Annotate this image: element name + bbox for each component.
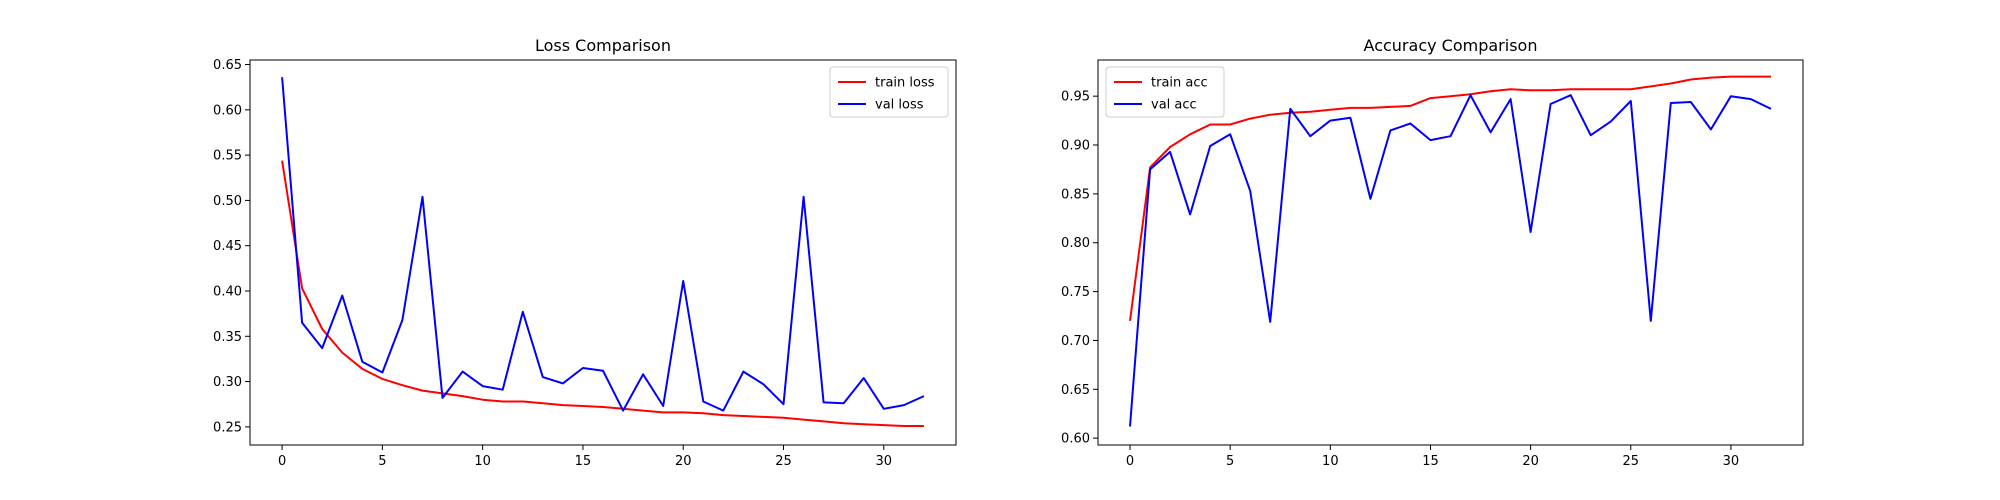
x-tick-label: 0	[1126, 454, 1134, 469]
y-tick-label: 0.60	[1061, 432, 1090, 447]
legend-label: val acc	[1151, 98, 1197, 113]
legend-label: train loss	[875, 76, 935, 91]
plot-frame	[249, 59, 957, 446]
chart-panel-1: Loss Comparison 0 5 10 15 20 25 30 0.25 0.30 0.35 0…	[213, 36, 957, 469]
y-tick-label: 0.30	[213, 375, 242, 390]
y-tick-label: 0.95	[1061, 90, 1090, 105]
x-tick-label: 10	[474, 454, 491, 469]
series-line-val-acc	[1129, 94, 1772, 427]
y-tick-label: 0.25	[213, 420, 242, 435]
legend-label: train acc	[1151, 76, 1208, 91]
x-tick-label: 30	[876, 454, 893, 469]
x-tick-label: 15	[1422, 454, 1439, 469]
y-tick-label: 0.40	[213, 285, 242, 300]
series-line-val-loss	[281, 77, 925, 412]
series-line-train-loss	[281, 160, 924, 427]
plot-frame	[1097, 59, 1804, 446]
y-tick-label: 0.75	[1061, 285, 1090, 300]
x-tick-label: 15	[575, 454, 592, 469]
y-tick-label: 0.85	[1061, 187, 1090, 202]
y-tick-label: 0.70	[1061, 334, 1090, 349]
legend: train acc val acc	[1105, 66, 1225, 118]
x-tick-label: 25	[1622, 454, 1639, 469]
x-tick-label: 5	[1226, 454, 1234, 469]
chart-title: Loss Comparison	[535, 36, 671, 55]
x-tick-label: 20	[1522, 454, 1539, 469]
y-tick-label: 0.65	[1061, 383, 1090, 398]
x-tick-label: 25	[775, 454, 792, 469]
legend-label: val loss	[875, 98, 924, 113]
x-tick-label: 20	[675, 454, 692, 469]
chart-title: Accuracy Comparison	[1364, 36, 1538, 55]
y-tick-label: 0.35	[213, 330, 242, 345]
y-tick-label: 0.50	[213, 194, 242, 209]
series-line-train-acc	[1129, 75, 1771, 322]
y-tick-label: 0.55	[213, 149, 242, 164]
y-tick-label: 0.60	[213, 103, 242, 118]
chart-panel-2: Accuracy Comparison 0 5 10 15 20 25 30 0.60 0.65 0…	[1061, 36, 1804, 469]
x-tick-label: 0	[278, 454, 286, 469]
legend: train loss val loss	[829, 66, 949, 118]
y-tick-label: 0.65	[213, 58, 242, 73]
y-tick-label: 0.80	[1061, 236, 1090, 251]
x-tick-label: 30	[1723, 454, 1740, 469]
x-tick-label: 10	[1322, 454, 1339, 469]
x-tick-label: 5	[378, 454, 386, 469]
y-tick-label: 0.45	[213, 239, 242, 254]
y-tick-label: 0.90	[1061, 139, 1090, 154]
